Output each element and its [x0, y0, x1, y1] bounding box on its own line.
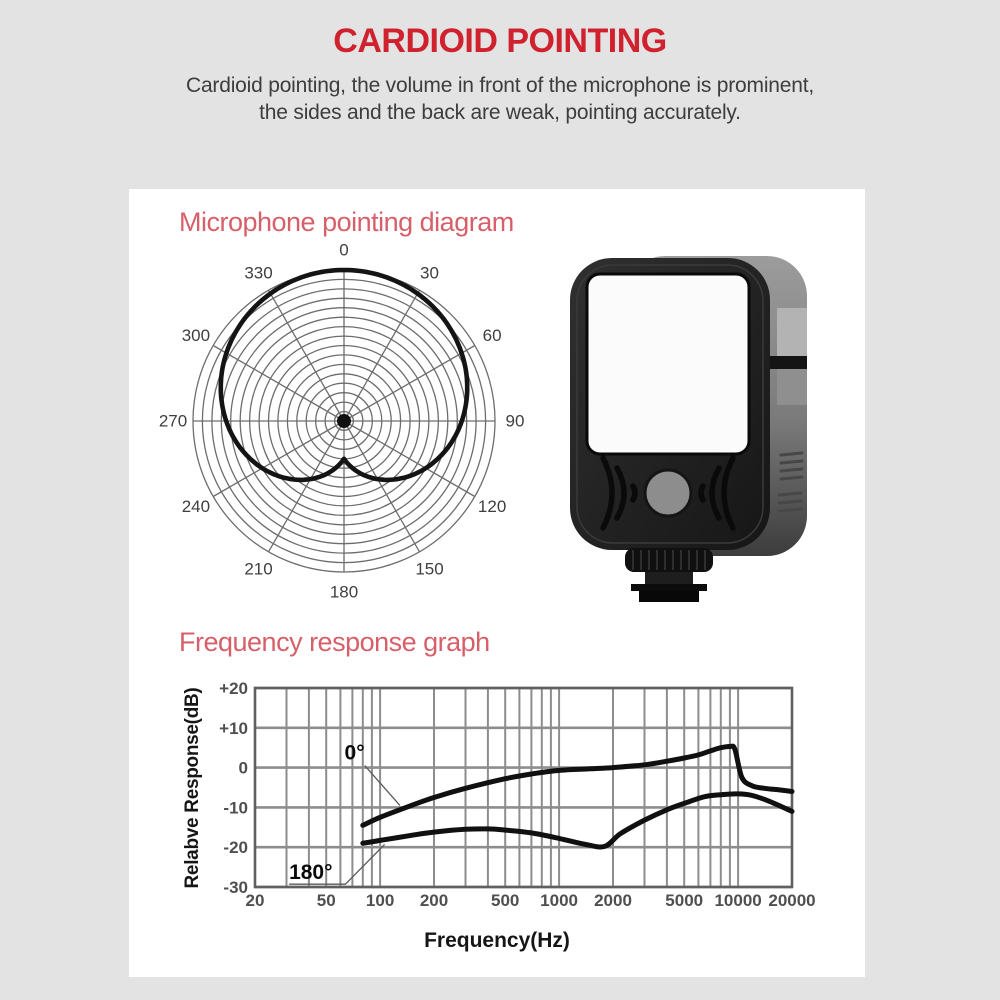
polar-pattern-chart: 0 30 60 90 120 150 180 210 240 270 300 330	[159, 241, 525, 602]
freq-x-tick: 50	[317, 891, 336, 910]
freq-y-tick: +10	[219, 719, 248, 738]
side-shoe-slot	[769, 356, 807, 369]
freq-y-tick: -10	[223, 798, 248, 817]
freq-section-heading: Frequency response graph	[179, 627, 490, 657]
freq-curves	[360, 743, 795, 850]
shoe-mount	[625, 548, 713, 602]
polar-angle-label: 240	[182, 497, 210, 516]
freq-xlabel: Frequency(Hz)	[424, 929, 570, 952]
product-image	[570, 256, 807, 602]
freq-grid	[253, 686, 794, 889]
freq-x-tick: 100	[366, 891, 394, 910]
polar-angle-label: 210	[244, 560, 272, 579]
content-card: Microphone pointing diagram 0 30 60 90 120 15…	[129, 189, 865, 977]
polar-angle-label: 330	[244, 263, 272, 282]
freq-x-tick: 20000	[768, 891, 815, 910]
curve-label-0°: 0°	[345, 742, 365, 765]
freq-x-tick: 200	[420, 891, 448, 910]
curve-label-180°: 180°	[289, 861, 332, 884]
freq-x-tick: 5000	[665, 891, 703, 910]
cardioid-curve	[218, 267, 470, 483]
freq-y-tick: -30	[223, 878, 248, 897]
freq-series-180°	[360, 791, 795, 850]
polar-angle-label: 30	[420, 263, 439, 282]
freq-x-tick: 1000	[540, 891, 578, 910]
page-title: CARDIOID POINTING	[333, 22, 667, 60]
freq-y-tick: 0	[239, 759, 248, 778]
speaker-arcs	[600, 455, 736, 531]
power-button	[643, 468, 693, 518]
product-front-body	[570, 258, 770, 550]
freq-x-tick: 10000	[714, 891, 761, 910]
freq-x-tick: 20	[246, 891, 265, 910]
polar-angle-labels: 0 30 60 90 120 150 180 210 240 270 300 330	[159, 241, 525, 602]
freq-x-tick: 500	[491, 891, 519, 910]
led-panel	[585, 272, 751, 456]
freq-x-tick: 2000	[594, 891, 632, 910]
freq-series-0°	[360, 743, 795, 828]
polar-angle-label: 60	[483, 326, 502, 345]
freq-y-tick: -20	[223, 838, 248, 857]
polar-angle-label: 150	[415, 560, 443, 579]
polar-angle-label: 120	[478, 497, 506, 516]
side-shoe-rail	[777, 308, 807, 356]
freq-annotations: 0° 180°	[289, 742, 401, 885]
subtitle-line2: the sides and the back are weak, pointin…	[259, 101, 741, 124]
polar-angle-label: 270	[159, 412, 187, 431]
polar-section-heading: Microphone pointing diagram	[179, 207, 514, 237]
polar-angle-label: 0	[339, 241, 348, 260]
freq-y-tick: +20	[219, 679, 248, 698]
polar-angle-label: 180	[330, 583, 358, 602]
polar-angle-label: 90	[506, 412, 525, 431]
side-vents	[777, 451, 804, 513]
polar-grid	[192, 269, 496, 573]
polar-center-dot	[337, 414, 351, 428]
polar-angle-label: 300	[182, 326, 210, 345]
subtitle-line1: Cardioid pointing, the volume in front o…	[185, 74, 815, 97]
